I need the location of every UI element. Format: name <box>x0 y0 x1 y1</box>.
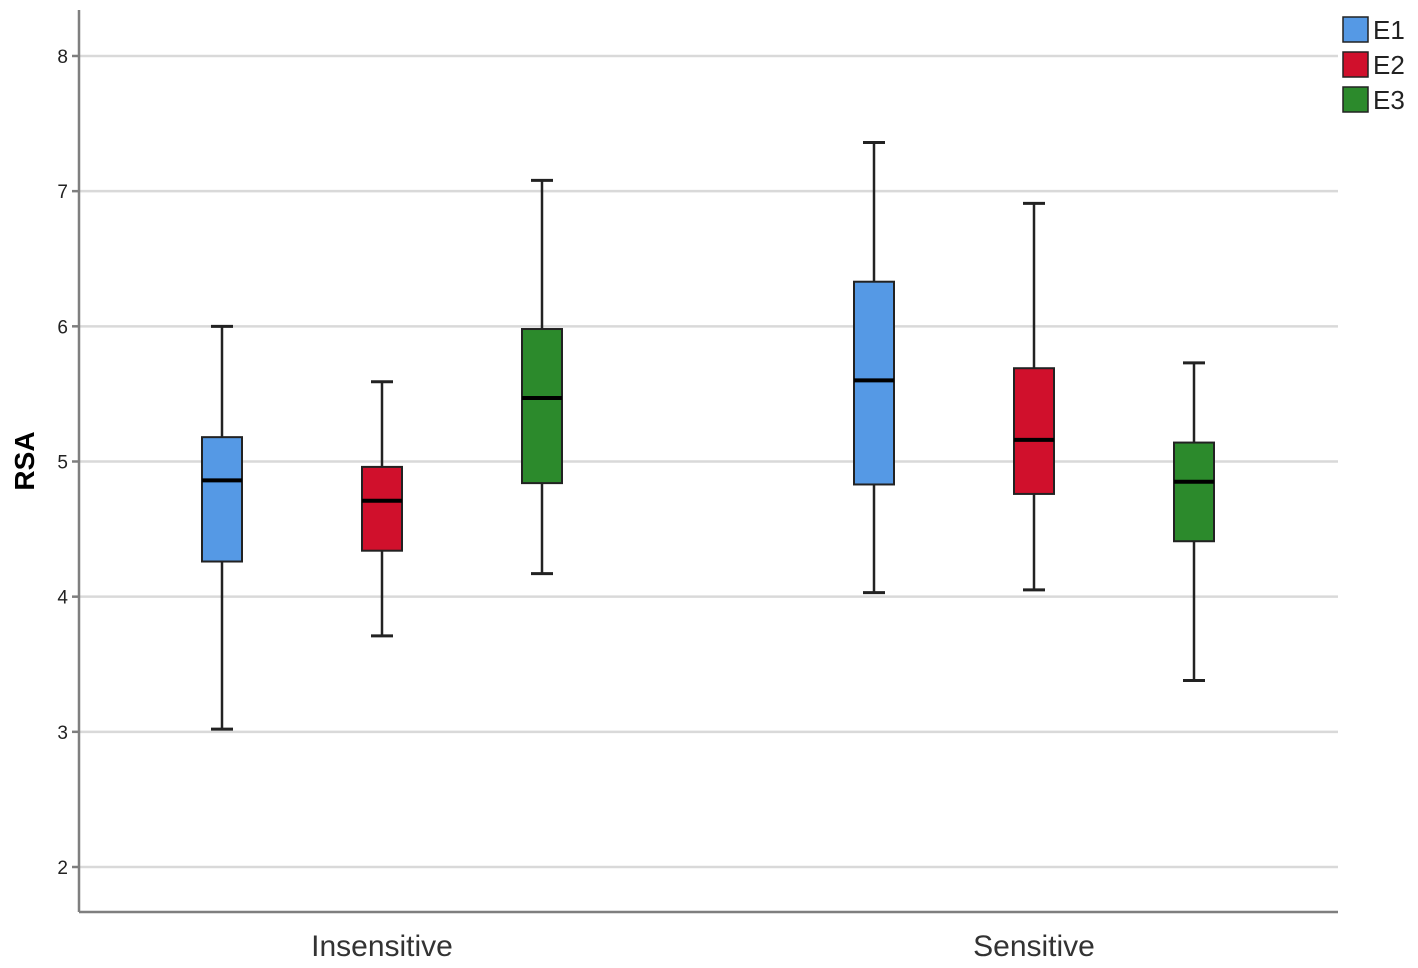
iqr-box <box>853 280 895 486</box>
legend-label: E1 <box>1373 15 1405 45</box>
legend-label: E2 <box>1373 50 1405 80</box>
y-tick-label: 4 <box>57 588 68 609</box>
y-tick-label: 7 <box>57 182 68 203</box>
x-category-label: Insensitive <box>311 930 453 963</box>
box-e1-sensitive <box>853 140 895 595</box>
y-tick-label: 3 <box>57 723 68 744</box>
iqr-box <box>361 465 403 552</box>
y-tick-label: 6 <box>57 317 68 338</box>
legend-swatch-e1 <box>1342 16 1369 43</box>
legend: E1 E2 E3 <box>1342 15 1405 115</box>
legend-label: E3 <box>1373 85 1405 115</box>
iqr-box <box>1013 367 1055 495</box>
iqr-box <box>521 328 563 485</box>
y-axis-title: RSA <box>9 431 40 490</box>
x-category-labels: Insensitive Sensitive <box>311 930 1095 963</box>
y-tick-label: 2 <box>57 858 68 879</box>
y-tick-labels: 2 3 4 5 6 7 8 <box>57 47 79 879</box>
box-e1-insensitive <box>201 324 243 731</box>
x-category-label: Sensitive <box>973 930 1095 963</box>
box-e2-sensitive <box>1013 201 1055 592</box>
y-tick-label: 8 <box>57 47 68 68</box>
box-e3-sensitive <box>1173 361 1215 682</box>
box-e2-insensitive <box>361 380 403 638</box>
legend-swatch-e2 <box>1342 51 1369 78</box>
gridlines <box>79 54 1338 869</box>
y-tick-label: 5 <box>57 452 68 473</box>
box-plots <box>201 140 1215 731</box>
iqr-box <box>1173 441 1215 543</box>
iqr-box <box>201 436 243 563</box>
legend-swatch-e3 <box>1342 86 1369 113</box>
box-e3-insensitive <box>521 178 563 576</box>
